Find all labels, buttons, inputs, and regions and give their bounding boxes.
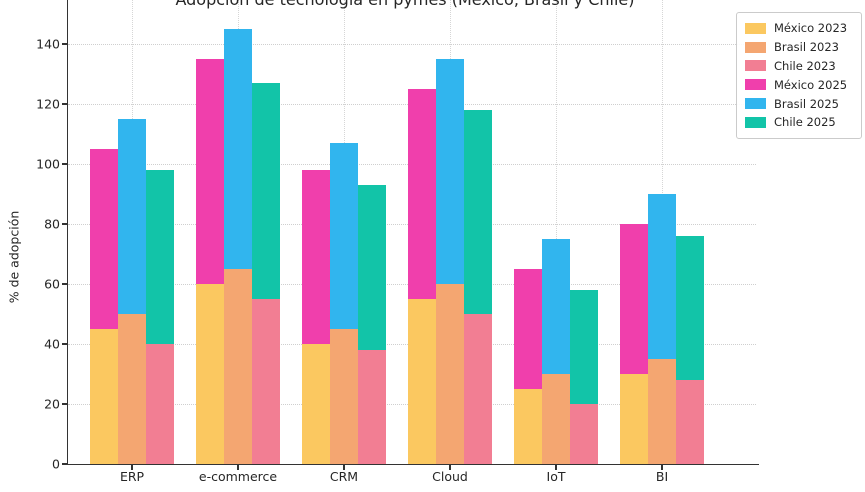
h-gridline bbox=[68, 44, 756, 45]
bar-chile-2023-cloud bbox=[464, 314, 492, 464]
legend-swatch bbox=[745, 60, 766, 72]
y-tick-label: 20 bbox=[44, 396, 60, 412]
y-tick-label: 120 bbox=[36, 96, 60, 112]
x-tick-label: e-commerce bbox=[198, 469, 278, 484]
y-tick-mark bbox=[62, 223, 67, 225]
legend-swatch bbox=[745, 116, 766, 128]
bar-chile-2023-iot bbox=[570, 404, 598, 464]
y-tick-mark bbox=[62, 463, 67, 465]
bar-brasil-2023-bi bbox=[648, 359, 676, 464]
y-tick-mark bbox=[62, 403, 67, 405]
bar-mexico-2025-crm bbox=[302, 170, 330, 344]
legend-swatch bbox=[745, 98, 766, 110]
bar-chile-2025-cloud bbox=[464, 110, 492, 314]
bar-chile-2025-iot bbox=[570, 290, 598, 404]
y-tick-mark bbox=[62, 343, 67, 345]
legend-item: México 2023 bbox=[745, 19, 857, 38]
x-tick-mark bbox=[661, 465, 663, 470]
legend-swatch bbox=[745, 79, 766, 91]
y-tick-label: 100 bbox=[36, 156, 60, 172]
bar-brasil-2023-erp bbox=[118, 314, 146, 464]
legend-item: México 2025 bbox=[745, 75, 857, 94]
y-axis-line bbox=[66, 0, 69, 465]
x-tick-label: ERP bbox=[119, 469, 145, 484]
x-tick-mark bbox=[555, 465, 557, 470]
bar-brasil-2023-cloud bbox=[436, 284, 464, 464]
bar-brasil-2025-cloud bbox=[436, 59, 464, 284]
y-tick-mark bbox=[62, 163, 67, 165]
legend-swatch bbox=[745, 22, 766, 34]
bar-chile-2023-e-commerce bbox=[252, 299, 280, 464]
bar-chile-2023-bi bbox=[676, 380, 704, 464]
y-axis-label: % de adopción bbox=[6, 210, 22, 304]
bar-chile-2023-crm bbox=[358, 350, 386, 464]
legend-item: Brasil 2025 bbox=[745, 94, 857, 113]
legend-item: Chile 2023 bbox=[745, 57, 857, 76]
y-tick-label: 80 bbox=[44, 216, 60, 232]
x-axis-line bbox=[67, 463, 759, 466]
bar-mexico-2023-crm bbox=[302, 344, 330, 464]
bar-mexico-2023-cloud bbox=[408, 299, 436, 464]
x-tick-label: CRM bbox=[329, 469, 359, 484]
bar-chile-2025-erp bbox=[146, 170, 174, 344]
bar-mexico-2025-erp bbox=[90, 149, 118, 329]
bar-brasil-2023-iot bbox=[542, 374, 570, 464]
legend-item: Chile 2025 bbox=[745, 113, 857, 132]
bar-brasil-2025-iot bbox=[542, 239, 570, 374]
y-tick-mark bbox=[62, 283, 67, 285]
chart-title: Adopción de tecnología en pymes (México,… bbox=[60, 0, 750, 9]
bar-chile-2025-e-commerce bbox=[252, 83, 280, 299]
x-tick-mark bbox=[449, 465, 451, 470]
legend-label: Brasil 2023 bbox=[774, 40, 839, 55]
bar-brasil-2023-e-commerce bbox=[224, 269, 252, 464]
bar-brasil-2025-bi bbox=[648, 194, 676, 359]
legend: México 2023 Brasil 2023 Chile 2023 México 2… bbox=[736, 12, 862, 139]
legend-item: Brasil 2023 bbox=[745, 38, 857, 57]
x-tick-mark bbox=[131, 465, 133, 470]
bar-mexico-2025-e-commerce bbox=[196, 59, 224, 284]
legend-swatch bbox=[745, 41, 766, 53]
legend-label: Brasil 2025 bbox=[774, 96, 839, 111]
x-tick-mark bbox=[343, 465, 345, 470]
bar-mexico-2025-cloud bbox=[408, 89, 436, 299]
y-tick-mark bbox=[62, 103, 67, 105]
bar-mexico-2023-e-commerce bbox=[196, 284, 224, 464]
x-tick-label: IoT bbox=[546, 469, 566, 484]
legend-label: México 2023 bbox=[774, 21, 848, 36]
legend-label: México 2025 bbox=[774, 77, 848, 92]
bar-brasil-2025-crm bbox=[330, 143, 358, 329]
y-tick-label: 140 bbox=[36, 36, 60, 52]
bar-chile-2025-bi bbox=[676, 236, 704, 380]
x-tick-mark bbox=[237, 465, 239, 470]
y-tick-label: 40 bbox=[44, 336, 60, 352]
bar-mexico-2023-bi bbox=[620, 374, 648, 464]
bar-mexico-2025-bi bbox=[620, 224, 648, 374]
bar-mexico-2025-iot bbox=[514, 269, 542, 389]
legend-label: Chile 2023 bbox=[774, 58, 836, 73]
legend-label: Chile 2025 bbox=[774, 115, 836, 130]
bar-brasil-2025-erp bbox=[118, 119, 146, 314]
v-gridline bbox=[556, 0, 557, 463]
y-tick-label: 60 bbox=[44, 276, 60, 292]
x-tick-label: BI bbox=[655, 469, 669, 484]
bar-chile-2023-erp bbox=[146, 344, 174, 464]
bar-brasil-2023-crm bbox=[330, 329, 358, 464]
bar-chile-2025-crm bbox=[358, 185, 386, 350]
y-tick-mark bbox=[62, 43, 67, 45]
x-tick-label: Cloud bbox=[432, 469, 468, 484]
y-tick-label: 0 bbox=[52, 456, 60, 472]
bar-mexico-2023-erp bbox=[90, 329, 118, 464]
bar-mexico-2023-iot bbox=[514, 389, 542, 464]
bar-brasil-2025-e-commerce bbox=[224, 29, 252, 269]
